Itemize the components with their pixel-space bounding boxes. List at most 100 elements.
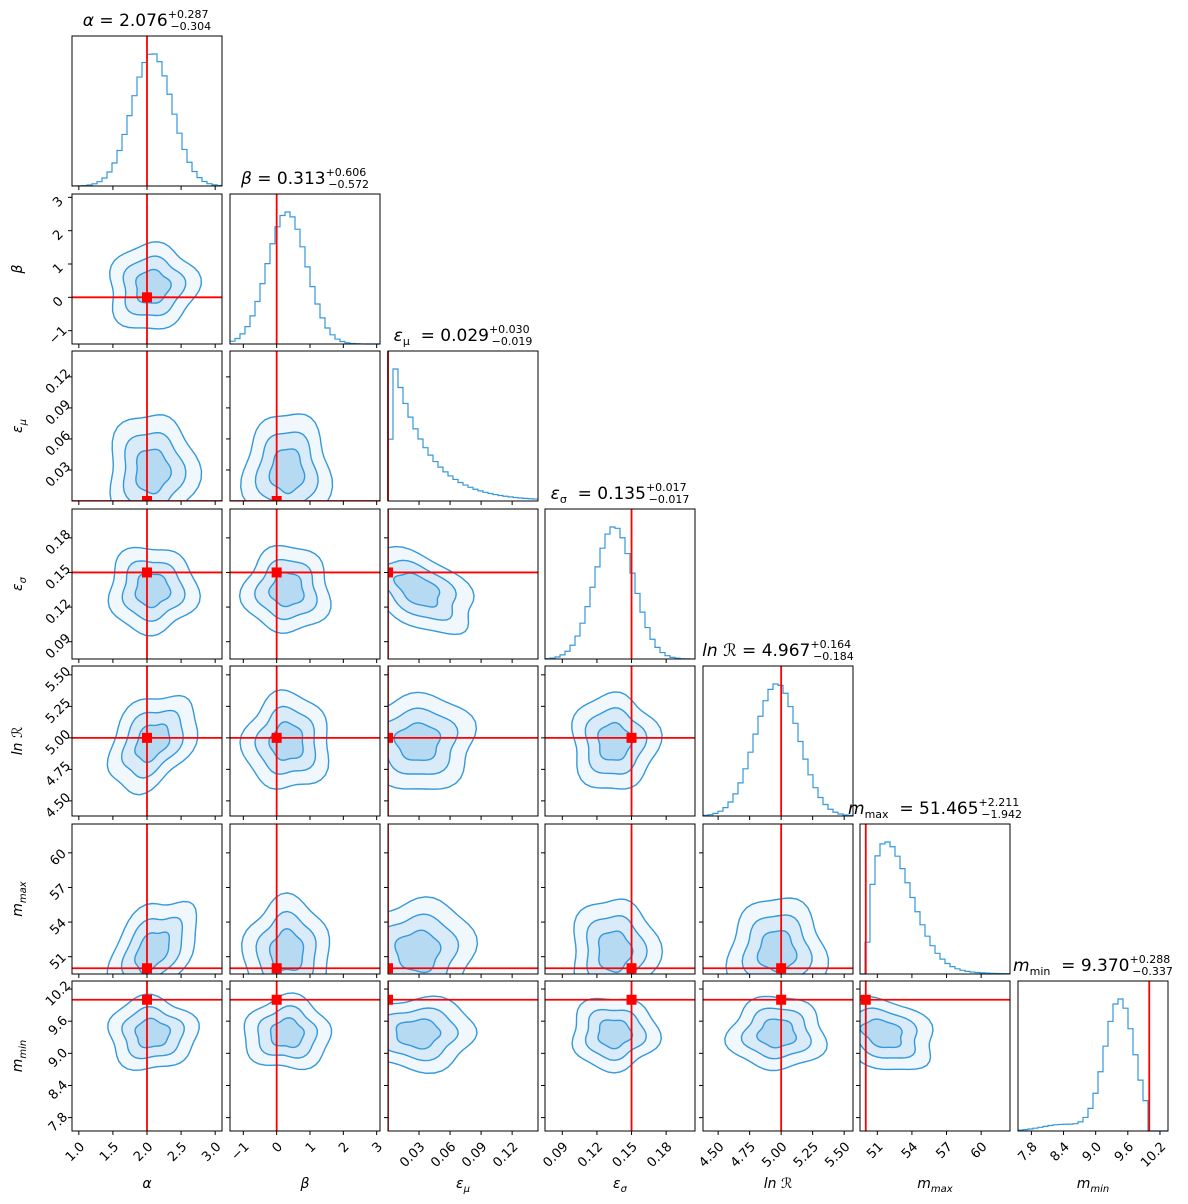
title-m_min: mmin = 9.370+0.288 −0.337	[1013, 953, 1173, 978]
x-tick-label: 0.18	[644, 1140, 675, 1171]
x-tick-label: 3.0	[199, 1140, 224, 1165]
title-symbol: m	[848, 799, 865, 819]
axes-frame	[544, 980, 696, 1132]
title-subscript: σ	[560, 493, 567, 506]
title-err-plus: +0.164	[810, 638, 851, 651]
axes-frame	[544, 508, 696, 660]
axes-frame	[1017, 980, 1169, 1132]
x-tick-label: 0.15	[610, 1140, 641, 1171]
contour-1	[108, 241, 203, 330]
title-beta: β = 0.313+0.606 −0.572	[240, 166, 369, 191]
contour-2	[121, 560, 186, 622]
truth-marker	[142, 994, 152, 1005]
histogram-eps_mu	[388, 368, 538, 500]
contour-2	[255, 910, 317, 974]
contour-1	[107, 993, 200, 1072]
panel-eps_sigma-vs-beta	[226, 508, 381, 663]
y-tick-label: 0.15	[43, 562, 74, 593]
contour-3	[393, 572, 441, 608]
x-tick-label: 0.09	[540, 1140, 571, 1171]
contour-2	[253, 559, 318, 621]
truth-marker	[626, 963, 637, 974]
axes-frame	[229, 350, 381, 502]
x-tick-label: 54	[899, 1140, 921, 1162]
title-equals: =	[415, 326, 440, 346]
title-err-minus: −0.337	[1132, 965, 1173, 978]
hist-panel-m_max: mmax = 51.465+2.211 −1.942	[848, 796, 1022, 978]
axes-frame	[859, 980, 1011, 1132]
y-tick-label: 60	[47, 847, 69, 869]
y-tick-label: 10.2	[43, 978, 74, 1009]
title-symbol: α	[83, 11, 94, 31]
contour-1	[240, 892, 331, 974]
axes-frame	[387, 350, 539, 502]
x-tick-label: 1.5	[97, 1140, 122, 1165]
title-err-plus: +0.017	[646, 481, 687, 494]
contour-1	[573, 898, 664, 974]
contour-3	[597, 1019, 634, 1050]
axes-frame	[544, 665, 696, 817]
title-symbol: β	[240, 169, 252, 189]
hist-panel-eps_sigma: εσ = 0.135+0.017 −0.017	[544, 481, 696, 663]
axes-frame	[544, 823, 696, 975]
axes-frame	[229, 665, 381, 817]
title-lnR: ln ℛ = 4.967+0.164 −0.184	[702, 638, 854, 663]
contour-3	[393, 722, 442, 762]
title-err-plus: +0.030	[489, 323, 530, 336]
x-tick-label: 10.2	[1138, 1140, 1169, 1171]
x-tick-label: 7.8	[1015, 1140, 1040, 1165]
x-tick-label: 0.03	[397, 1140, 428, 1171]
axes-frame	[702, 980, 854, 1132]
y-tick-label: 7.8	[46, 1110, 71, 1135]
y-axis-label-beta: β	[10, 264, 26, 274]
truth-marker	[626, 994, 637, 1005]
y-tick-label: 3	[50, 194, 66, 210]
x-axis-label-beta: β	[300, 1176, 310, 1192]
contour-3	[756, 1018, 798, 1049]
axes-frame	[387, 508, 539, 660]
truth-marker	[271, 963, 282, 974]
panel-eps_mu-vs-beta	[226, 350, 381, 505]
truth-marker	[142, 292, 152, 303]
title-subscript: μ	[403, 335, 410, 348]
hist-panel-lnR: ln ℛ = 4.967+0.164 −0.184	[702, 638, 854, 820]
truth-marker	[388, 994, 393, 1005]
hist-panel-m_min: mmin = 9.370+0.288 −0.337 7.8 8.4 9.0 9.6 10.2	[1013, 953, 1173, 1171]
y-axis-label-eps_mu: εμ	[10, 419, 29, 433]
x-tick-label: 5.25	[791, 1140, 822, 1171]
contour-3	[597, 721, 634, 761]
y-tick-label: 1	[50, 261, 66, 277]
truth-marker	[388, 963, 393, 974]
contour-1	[388, 691, 478, 790]
title-equals: =	[94, 11, 119, 31]
title-equals: =	[252, 169, 277, 189]
x-tick-label: 60	[968, 1140, 990, 1162]
y-tick-label: 0.06	[43, 428, 74, 459]
title-m_max: mmax = 51.465+2.211 −1.942	[848, 796, 1022, 821]
contour-2	[388, 1007, 459, 1062]
y-tick-label: 0	[50, 294, 66, 310]
title-eps_sigma: εσ = 0.135+0.017 −0.017	[551, 481, 690, 506]
x-axis-label-m_min: mmin	[1077, 1176, 1110, 1195]
panel-lnR-vs-eps_mu	[384, 665, 539, 820]
title-err-plus: +0.606	[326, 166, 367, 179]
axes-frame	[859, 823, 1011, 975]
contour-1	[107, 546, 202, 637]
panel-eps_sigma-vs-alpha: 0.090.12 0.15 0.18	[43, 508, 223, 663]
truth-marker	[388, 732, 393, 743]
title-median: 9.370	[1081, 956, 1130, 976]
x-tick-label: 0.06	[428, 1140, 459, 1171]
title-median: 2.076	[119, 11, 168, 31]
panel-m_min-vs-eps_sigma: 0.09 0.12 0.15 0.18	[540, 980, 696, 1171]
contour-3	[268, 448, 306, 495]
title-symbol: ε	[394, 326, 403, 346]
x-axis-label-alpha: α	[142, 1176, 152, 1192]
title-err-minus: −0.017	[649, 493, 690, 506]
axes-frame	[387, 665, 539, 817]
x-tick-label: 2.0	[131, 1140, 156, 1165]
panel-m_min-vs-lnR: 4.50 4.75 5.00 5.25 5.50	[696, 980, 854, 1171]
x-axis-label-lnR: ln ℛ	[764, 1176, 792, 1192]
x-tick-label: 3	[369, 1140, 385, 1156]
axes-frame	[387, 823, 539, 975]
x-tick-label: 2	[336, 1140, 352, 1156]
